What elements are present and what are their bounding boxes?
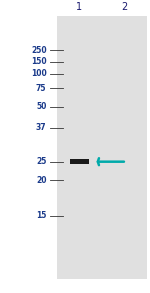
Text: 37: 37 <box>36 123 46 132</box>
Text: 1: 1 <box>76 1 82 12</box>
Bar <box>70 159 89 164</box>
Text: 50: 50 <box>36 102 46 111</box>
Text: 20: 20 <box>36 176 46 185</box>
Text: 100: 100 <box>31 69 46 78</box>
Text: 150: 150 <box>31 57 46 67</box>
Text: 25: 25 <box>36 157 46 166</box>
Text: 250: 250 <box>31 45 46 54</box>
Text: 15: 15 <box>36 211 46 220</box>
Bar <box>57 16 147 279</box>
Text: 75: 75 <box>36 84 46 93</box>
Text: 2: 2 <box>121 1 128 12</box>
